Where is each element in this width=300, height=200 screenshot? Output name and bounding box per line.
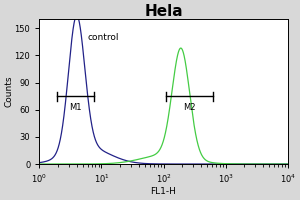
Text: M1: M1 [69,103,82,112]
Y-axis label: Counts: Counts [4,76,13,107]
Text: control: control [88,33,119,42]
Title: Hela: Hela [144,4,183,19]
X-axis label: FL1-H: FL1-H [151,187,176,196]
Text: M2: M2 [183,103,196,112]
